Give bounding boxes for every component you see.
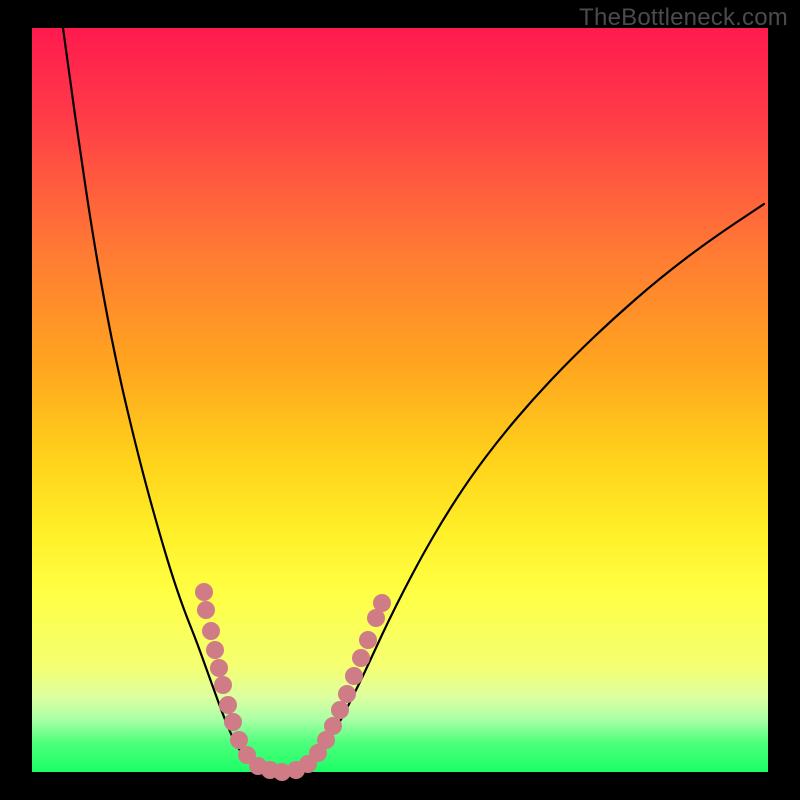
marker-point — [206, 641, 224, 659]
marker-point — [359, 631, 377, 649]
marker-point — [352, 649, 370, 667]
chart-svg — [0, 0, 800, 800]
marker-point — [345, 667, 363, 685]
marker-point — [224, 713, 242, 731]
marker-point — [195, 583, 213, 601]
marker-point — [219, 696, 237, 714]
marker-point — [331, 701, 349, 719]
chart-container: TheBottleneck.com — [0, 0, 800, 800]
marker-point — [338, 685, 356, 703]
marker-point — [197, 601, 215, 619]
marker-point — [202, 622, 220, 640]
gradient-panel — [32, 28, 768, 772]
marker-point — [214, 676, 232, 694]
marker-point — [324, 717, 342, 735]
marker-point — [210, 659, 228, 677]
marker-point — [373, 594, 391, 612]
